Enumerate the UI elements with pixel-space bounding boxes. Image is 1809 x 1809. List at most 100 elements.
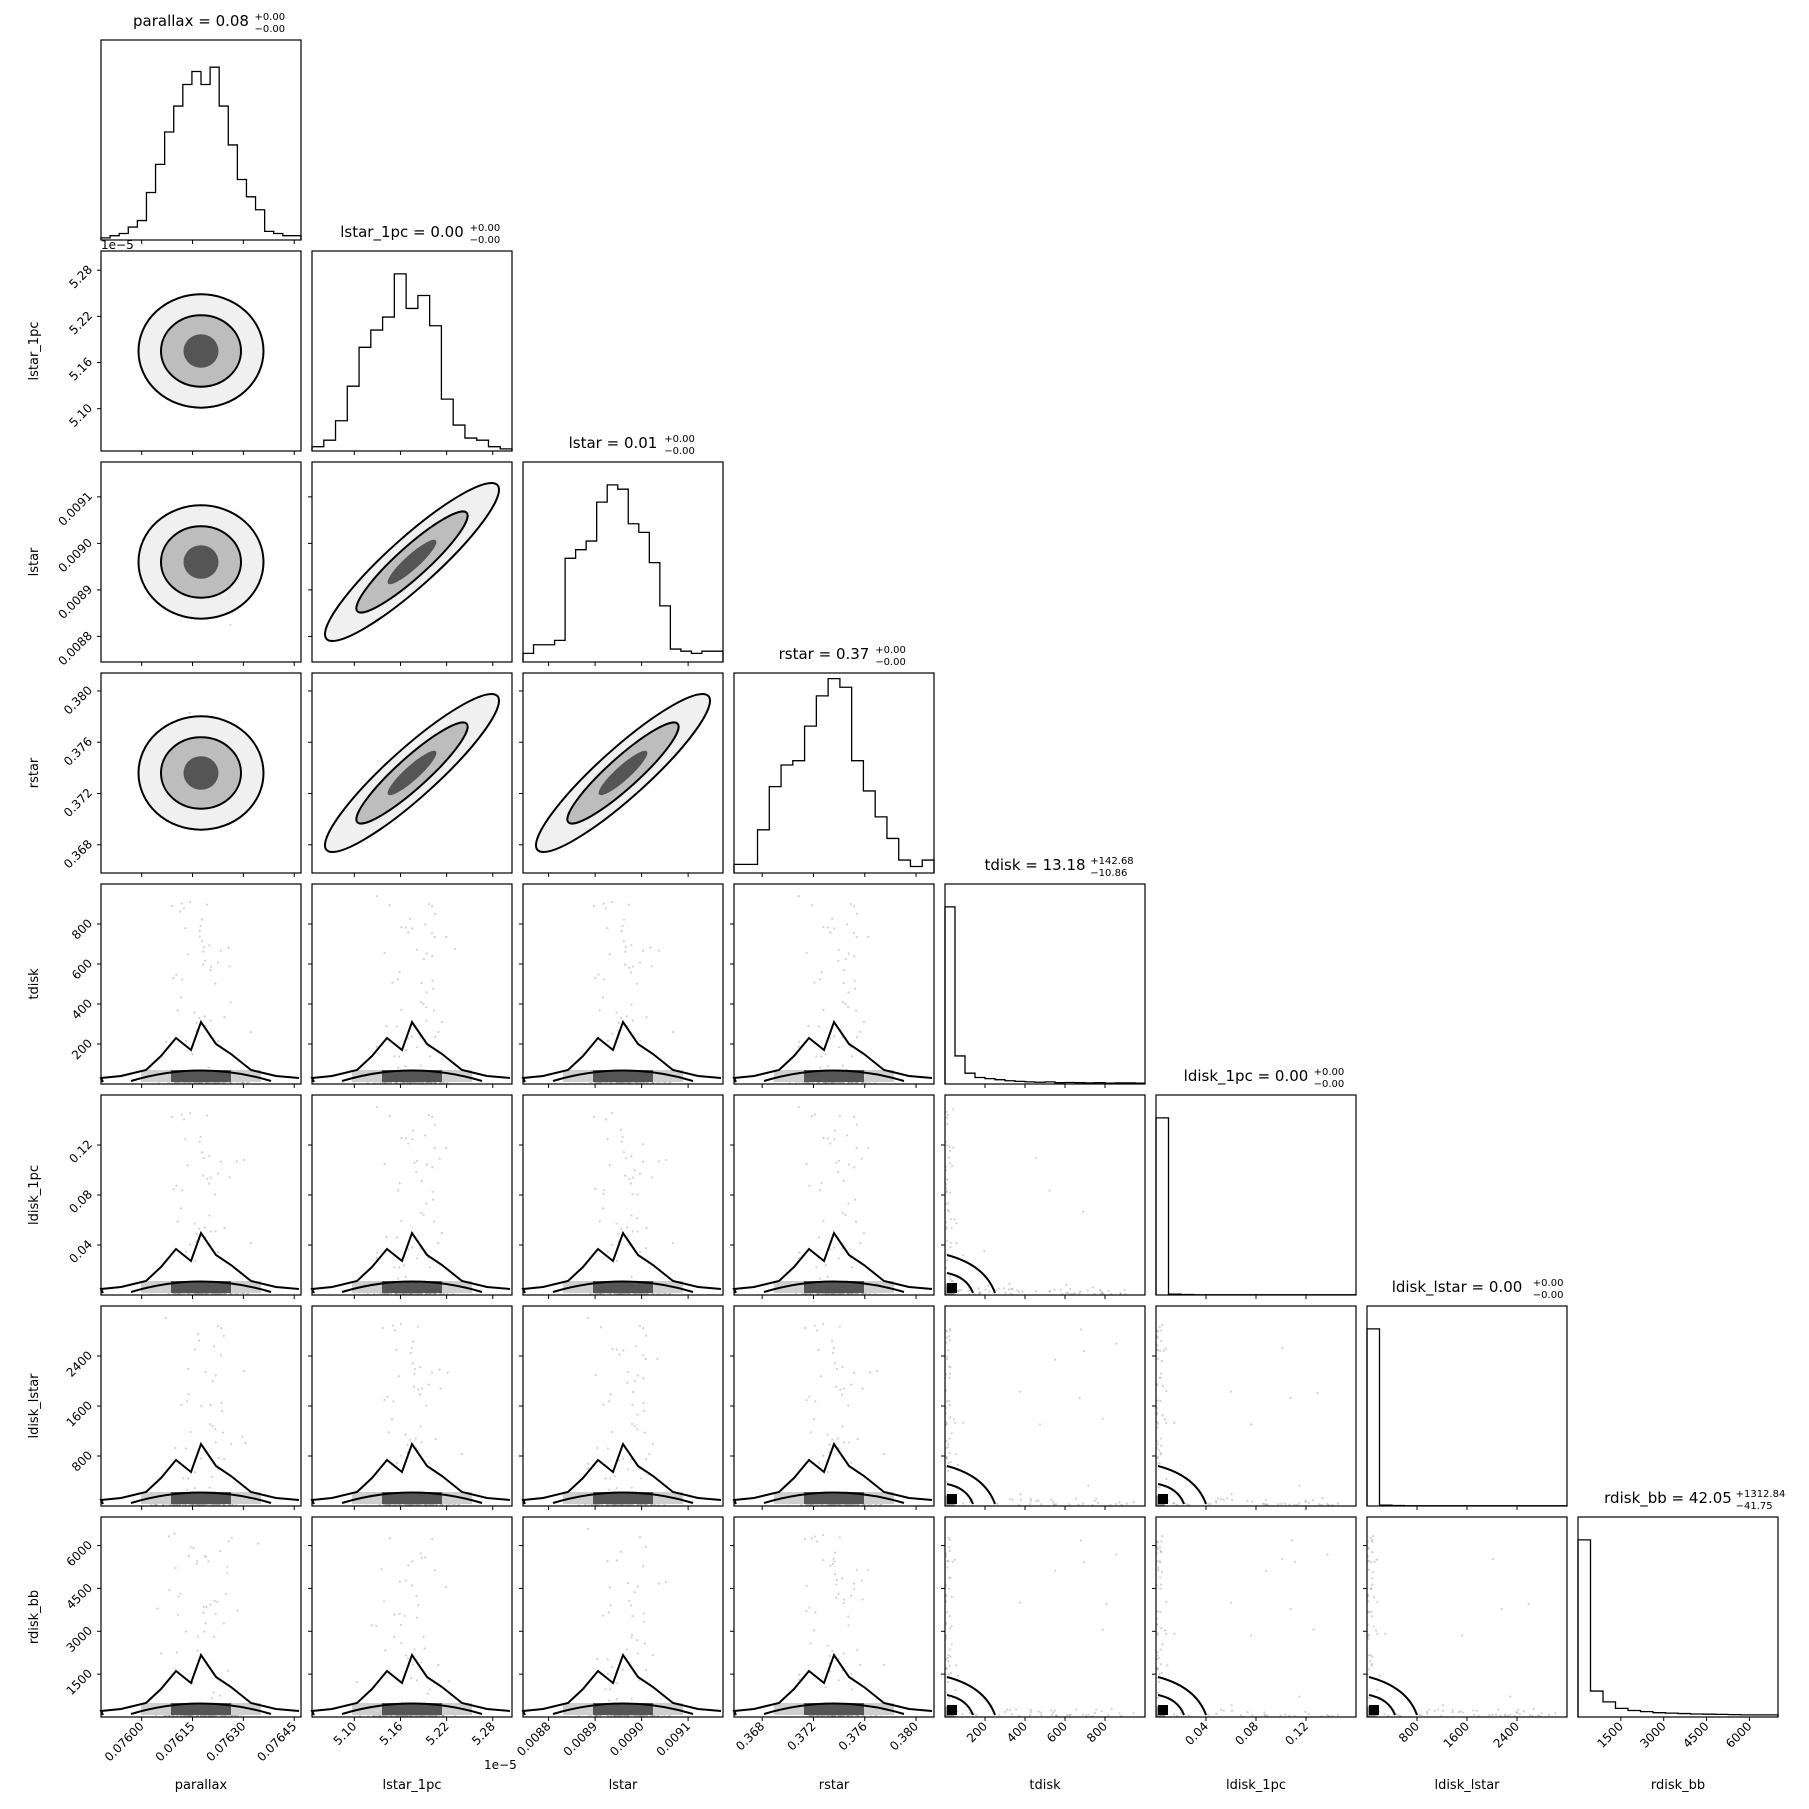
sample-point: [216, 961, 220, 964]
sample-point: [596, 1446, 599, 1450]
sample-point: [409, 1351, 412, 1354]
sample-point: [420, 1441, 423, 1444]
title-err-plus: +0.00: [875, 645, 906, 656]
title-err-minus: −10.86: [1090, 868, 1127, 879]
sample-point: [638, 1172, 642, 1175]
sample-point: [411, 1129, 415, 1132]
sample-point: [209, 1422, 212, 1426]
sample-point: [417, 1388, 420, 1391]
sample-point: [615, 1348, 618, 1351]
sample-point: [187, 1393, 190, 1396]
sample-point: [223, 1015, 226, 1019]
sample-point: [1092, 1286, 1095, 1289]
sample-point: [431, 979, 434, 982]
sample-point: [656, 1357, 659, 1360]
panel-frame: [522, 883, 724, 1085]
sample-point: [611, 1032, 614, 1035]
y-tick-label: 0.380: [61, 683, 95, 717]
sample-point: [180, 902, 183, 905]
sample-point: [420, 982, 423, 985]
sample-point: [859, 1030, 862, 1034]
sample-point: [425, 991, 428, 994]
sample-point: [400, 926, 403, 929]
sample-point: [184, 1039, 188, 1042]
sample-point: [217, 1250, 220, 1253]
sample-point: [404, 1065, 407, 1068]
sample-point: [867, 935, 870, 938]
sample-point: [221, 1409, 224, 1412]
sample-point: [854, 1220, 858, 1223]
sample-point: [249, 1030, 252, 1034]
panel-frame: [733, 672, 935, 874]
sample-point: [453, 947, 457, 951]
sample-point: [641, 1354, 645, 1357]
sample-point: [415, 1046, 418, 1049]
sample-point: [844, 958, 847, 961]
y-tick-label: 0.0091: [56, 489, 96, 529]
sample-point: [835, 1161, 838, 1164]
y-tick-label: 200: [69, 1036, 95, 1062]
sample-point: [962, 1254, 965, 1257]
sample-point: [411, 1035, 414, 1038]
sample-point: [433, 912, 436, 915]
contour-inner: [160, 525, 242, 599]
sample-point: [400, 1137, 403, 1140]
sample-point: [798, 1040, 801, 1043]
sample-point: [415, 1159, 418, 1162]
sample-point: [829, 1142, 832, 1145]
sample-point: [216, 1325, 220, 1328]
sample-point: [1110, 1292, 1113, 1295]
sample-point: [411, 1246, 414, 1249]
density-core: [947, 1283, 957, 1293]
sample-point: [594, 1373, 597, 1377]
sample-point: [853, 1116, 856, 1119]
sample-point: [984, 1288, 987, 1291]
sample-point: [629, 1182, 633, 1185]
title-err-minus: −0.00: [255, 24, 286, 35]
sample-point: [837, 1257, 840, 1260]
sample-point: [375, 1105, 378, 1109]
sample-point: [833, 1138, 836, 1141]
sample-point: [1065, 1291, 1068, 1295]
sample-point: [632, 1176, 635, 1179]
sample-point: [633, 1380, 636, 1383]
sample-point: [815, 1266, 818, 1269]
panel-rstar-rstar: rstar = 0.37 +0.00−0.00: [733, 645, 935, 877]
sample-point: [627, 903, 631, 906]
sample-point: [620, 1016, 623, 1019]
sample-point: [602, 1403, 605, 1406]
sample-point: [427, 1114, 431, 1117]
sample-point: [210, 1176, 213, 1179]
sample-point: [995, 1288, 998, 1291]
sample-point: [227, 946, 230, 949]
sample-point: [844, 1002, 847, 1005]
sample-point: [182, 1118, 186, 1121]
sample-point: [198, 1140, 201, 1143]
sample-point: [422, 1213, 425, 1216]
sample-point: [822, 1137, 825, 1140]
panel-title: rstar = 0.37: [779, 645, 870, 663]
sample-point: [419, 1425, 422, 1428]
sample-point: [207, 1066, 210, 1069]
sample-point: [186, 1488, 189, 1491]
sample-point: [950, 1217, 953, 1221]
histogram-lstar_1pc: [311, 273, 513, 451]
sample-point: [950, 1279, 953, 1283]
sample-point: [200, 1457, 203, 1460]
sample-point: [217, 1039, 220, 1042]
sample-point: [631, 1422, 634, 1426]
sample-point: [628, 966, 631, 969]
sample-point: [837, 959, 840, 962]
sample-point: [209, 1404, 212, 1407]
panel-title: tdisk = 13.18: [984, 856, 1085, 874]
sample-point: [946, 1144, 949, 1147]
sample-point: [606, 1447, 609, 1450]
sample-point: [407, 931, 410, 934]
sample-point: [635, 1345, 638, 1348]
sample-point: [955, 1222, 958, 1225]
sample-point: [427, 1383, 431, 1386]
sample-point: [413, 1161, 416, 1164]
sample-point: [209, 968, 212, 972]
sample-point: [657, 1160, 660, 1163]
